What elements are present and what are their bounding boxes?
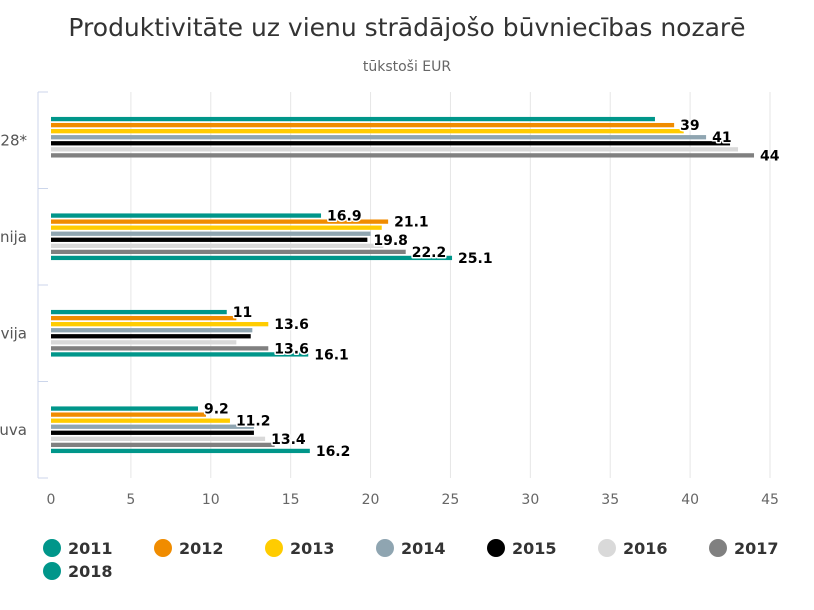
- legend-marker-2011: [43, 539, 61, 557]
- legend-marker-2016: [598, 539, 616, 557]
- data-labels: 39 41 44 16.9 21.1 19.822.2 25.1 11 13.6 13.6 16.1…: [202, 117, 781, 462]
- legend-marker-2017: [709, 539, 727, 557]
- bar-2017-2[interactable]: [51, 346, 269, 351]
- chart-subtitle: tūkstoši EUR: [363, 59, 452, 75]
- x-tick-label-15: 15: [282, 492, 300, 508]
- bar-2014-2[interactable]: [51, 328, 253, 333]
- bar-2015-0[interactable]: [51, 141, 731, 146]
- bar-2016-2[interactable]: [51, 340, 237, 345]
- chart-title: Produktivitāte uz vienu strādājošo būvni…: [68, 13, 745, 42]
- bar-2015-3[interactable]: [51, 430, 254, 435]
- category-label-2: vija: [1, 324, 27, 342]
- bar-2015-1[interactable]: [51, 237, 368, 242]
- data-label-2013-3: 11.2: [236, 414, 271, 430]
- legend-item-2015[interactable]: 2015: [487, 539, 557, 558]
- bar-2011-2[interactable]: [51, 309, 227, 315]
- bar-2012-3[interactable]: [51, 412, 206, 417]
- bar-2012-2[interactable]: [51, 315, 237, 321]
- data-label-2016-3: 13.4: [271, 432, 306, 448]
- data-label-2013-2: 13.6: [274, 317, 309, 333]
- legend-marker-2012: [154, 539, 172, 557]
- data-label-2015-1: 19.8: [373, 233, 408, 249]
- legend-label-2013: 2013: [290, 539, 335, 558]
- legend-label-2017: 2017: [734, 539, 779, 558]
- legend-marker-2014: [376, 539, 394, 557]
- legend-item-2013[interactable]: 2013: [265, 539, 335, 558]
- x-tick-label-25: 25: [442, 492, 460, 508]
- data-label-2012-1: 21.1: [394, 215, 429, 231]
- x-tick-label-30: 30: [521, 492, 539, 508]
- bar-2014-3[interactable]: [51, 424, 254, 429]
- bar-2011-3[interactable]: [51, 406, 198, 411]
- legend-item-2012[interactable]: 2012: [154, 539, 224, 558]
- bar-2012-0[interactable]: [51, 122, 675, 128]
- category-label-3: uva: [0, 421, 27, 439]
- x-tick-label-35: 35: [601, 492, 619, 508]
- legend-label-2018: 2018: [68, 562, 113, 581]
- legend-marker-2018: [43, 562, 61, 580]
- legend-item-2017[interactable]: 2017: [709, 539, 779, 558]
- bar-2017-1[interactable]: [51, 249, 406, 255]
- data-label-2018-3: 16.2: [316, 444, 351, 460]
- data-label-2018-1: 25.1: [458, 251, 493, 267]
- x-axis-ticks: 0 5 10 15 20 25 30 35 40 45: [47, 492, 779, 508]
- x-tick-label-40: 40: [681, 492, 699, 508]
- bar-2013-2[interactable]: [51, 322, 269, 327]
- bar-2017-0[interactable]: [51, 153, 755, 158]
- bar-2011-1[interactable]: [51, 213, 322, 218]
- legend-item-2011[interactable]: 2011: [43, 539, 113, 558]
- bars: [51, 116, 755, 454]
- bar-2016-0[interactable]: [51, 147, 739, 152]
- data-label-2018-2: 16.1: [314, 347, 349, 363]
- bar-2018-1[interactable]: [51, 255, 453, 261]
- bar-2015-2[interactable]: [51, 334, 251, 339]
- data-label-2011-3: 9.2: [204, 402, 229, 418]
- bar-2016-1[interactable]: [51, 243, 384, 248]
- data-label-2014-0: 41: [712, 130, 731, 146]
- bar-2013-3[interactable]: [51, 418, 230, 423]
- legend-label-2012: 2012: [179, 539, 224, 558]
- bar-2012-1[interactable]: [51, 219, 389, 224]
- bar-2014-1[interactable]: [51, 231, 371, 236]
- bar-2014-0[interactable]: [51, 135, 707, 140]
- category-labels: 28* nija vija uva: [0, 131, 27, 439]
- category-axis: [37, 91, 48, 479]
- bar-2013-1[interactable]: [51, 225, 382, 230]
- legend-label-2014: 2014: [401, 539, 446, 558]
- data-label-2017-1: 22.2: [412, 245, 447, 261]
- x-tick-label-5: 5: [126, 492, 135, 508]
- data-label-2017-0: 44: [760, 148, 780, 164]
- legend-item-2014[interactable]: 2014: [376, 539, 446, 558]
- bar-2016-3[interactable]: [51, 436, 266, 441]
- legend[interactable]: 2011 2012 2013 2014 2015 2016 2017 2018: [43, 539, 779, 581]
- category-label-0: 28*: [0, 131, 27, 149]
- bar-2011-0[interactable]: [51, 116, 655, 122]
- legend-label-2015: 2015: [512, 539, 557, 558]
- legend-marker-2013: [265, 539, 283, 557]
- bar-2018-2[interactable]: [51, 352, 309, 357]
- x-tick-label-10: 10: [202, 492, 220, 508]
- bar-2017-3[interactable]: [51, 442, 275, 448]
- legend-item-2018[interactable]: 2018: [43, 562, 113, 581]
- data-label-2011-1: 16.9: [327, 209, 362, 225]
- data-label-2012-0: 39: [680, 118, 699, 134]
- x-tick-label-45: 45: [761, 492, 779, 508]
- legend-item-2016[interactable]: 2016: [598, 539, 668, 558]
- bar-2013-0[interactable]: [51, 129, 684, 134]
- bar-2018-3[interactable]: [51, 448, 310, 454]
- legend-label-2011: 2011: [68, 539, 113, 558]
- x-tick-label-0: 0: [47, 492, 56, 508]
- legend-marker-2015: [487, 539, 505, 557]
- x-tick-label-20: 20: [362, 492, 380, 508]
- data-label-2017-2: 13.6: [274, 341, 309, 357]
- data-label-2011-2: 11: [233, 305, 252, 321]
- category-label-1: nija: [0, 228, 27, 246]
- legend-label-2016: 2016: [623, 539, 668, 558]
